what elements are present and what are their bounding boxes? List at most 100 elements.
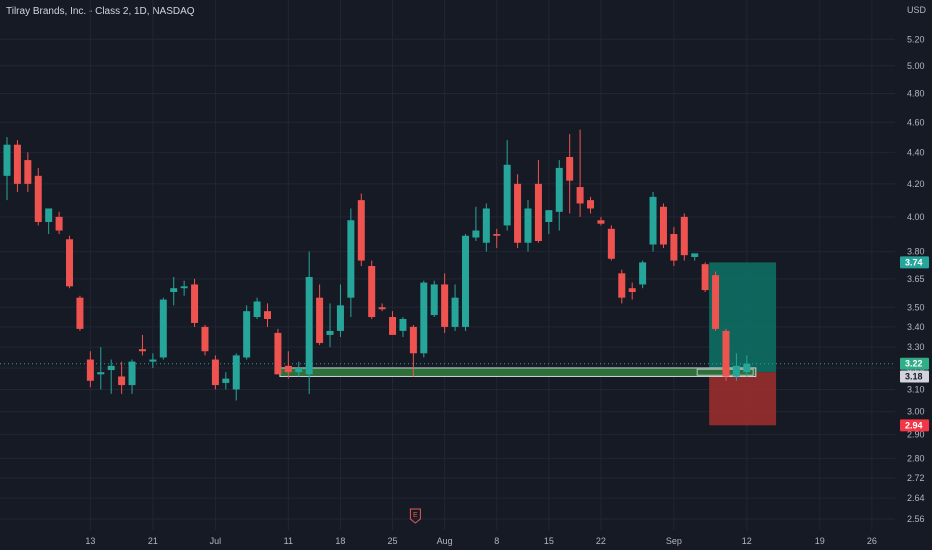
candle-body[interactable] [524, 208, 532, 243]
candle-body[interactable] [274, 332, 282, 375]
candle-body[interactable] [107, 365, 115, 371]
x-tick-label: Jul [210, 536, 222, 546]
candle-body[interactable] [503, 164, 511, 226]
candle-body[interactable] [587, 200, 595, 209]
y-tick-label: 4.20 [907, 179, 925, 189]
candle-body[interactable] [191, 284, 199, 323]
candle-body[interactable] [86, 359, 94, 381]
price-axis[interactable]: 5.20 5.00 4.80 4.60 4.40 4.20 4.00 3.80 3.65 3.50… [907, 34, 925, 524]
candle-body[interactable] [138, 349, 146, 352]
candle-body[interactable] [461, 235, 469, 327]
candle-body[interactable] [514, 183, 522, 243]
candle-body[interactable] [482, 208, 490, 243]
candle-body[interactable] [743, 363, 751, 373]
y-tick-label: 5.00 [907, 61, 925, 71]
symbol-title: Tilray Brands, Inc. - Class 2, 1D, NASDA… [6, 6, 195, 17]
candle-body[interactable] [284, 365, 292, 373]
candle-body[interactable] [670, 234, 678, 261]
candle-body[interactable] [607, 228, 615, 259]
candle-body[interactable] [264, 311, 271, 319]
candle-body[interactable] [441, 284, 449, 327]
last-price-badge: 3.22 [900, 357, 929, 370]
candle-body[interactable] [555, 167, 563, 212]
candle-body[interactable] [628, 288, 636, 292]
candle-body[interactable] [336, 305, 344, 331]
candle-body[interactable] [576, 187, 584, 204]
candle-body[interactable] [732, 365, 740, 377]
y-tick-label: 2.90 [907, 430, 925, 440]
candle-body[interactable] [597, 220, 605, 224]
y-tick-label: 4.60 [907, 117, 925, 127]
candle-body[interactable] [566, 156, 574, 181]
trade-zones [279, 262, 777, 426]
x-tick-label: 19 [815, 536, 825, 546]
x-tick-label: 18 [335, 536, 345, 546]
candle-body[interactable] [493, 234, 501, 236]
candle-body[interactable] [76, 297, 84, 329]
candle-body[interactable] [128, 361, 136, 386]
support-zone[interactable] [279, 367, 757, 377]
candle-body[interactable] [420, 282, 428, 354]
x-tick-label: Sep [666, 536, 682, 546]
candle-body[interactable] [399, 318, 407, 331]
profit-target-zone[interactable] [709, 262, 777, 373]
x-tick-label: 8 [494, 536, 499, 546]
candle-body[interactable] [368, 266, 376, 318]
candle-body[interactable] [545, 210, 553, 222]
candle-body[interactable] [180, 286, 188, 289]
candle-body[interactable] [170, 288, 178, 292]
candle-body[interactable] [149, 359, 157, 362]
candle-body[interactable] [722, 330, 730, 377]
candle-body[interactable] [253, 301, 261, 318]
candle-body[interactable] [534, 183, 542, 241]
y-tick-label: 4.40 [907, 147, 925, 157]
candle-body[interactable] [680, 216, 688, 256]
candle-body[interactable] [295, 367, 303, 373]
candle-body[interactable] [243, 311, 251, 358]
candle-body[interactable] [389, 317, 397, 335]
candle-body[interactable] [34, 175, 42, 222]
candle-body[interactable] [357, 200, 365, 261]
candle-body[interactable] [326, 330, 334, 335]
candle-body[interactable] [13, 144, 21, 184]
candle-body[interactable] [305, 277, 313, 375]
candle-body[interactable] [118, 376, 126, 386]
candle-body[interactable] [691, 253, 699, 257]
candle-body[interactable] [211, 359, 219, 386]
x-tick-label: Aug [437, 536, 453, 546]
candle-body[interactable] [472, 230, 480, 238]
candle-body[interactable] [347, 220, 355, 298]
candle-body[interactable] [159, 299, 167, 358]
y-tick-label: 3.80 [907, 247, 925, 257]
candle-body[interactable] [659, 206, 667, 245]
y-tick-label: 3.10 [907, 384, 925, 394]
candle-body[interactable] [430, 284, 438, 316]
y-tick-label: 3.40 [907, 322, 925, 332]
y-tick-label: 3.30 [907, 342, 925, 352]
earnings-marker[interactable]: E [409, 508, 421, 524]
candle-body[interactable] [222, 378, 230, 383]
candle-body[interactable] [451, 297, 459, 327]
candle-body[interactable] [66, 239, 74, 287]
y-tick-label: 5.20 [907, 34, 925, 44]
candle-body[interactable] [3, 144, 11, 176]
stop-loss-zone[interactable] [709, 372, 777, 426]
candle-body[interactable] [639, 262, 647, 285]
candle-body[interactable] [45, 208, 53, 222]
candle-body[interactable] [232, 355, 240, 390]
candle-body[interactable] [378, 307, 386, 310]
candle-body[interactable] [701, 264, 709, 291]
candle-body[interactable] [55, 216, 63, 231]
candle-body[interactable] [201, 326, 209, 352]
earnings-icon[interactable] [409, 508, 421, 524]
candle-body[interactable] [712, 275, 720, 329]
candle-body[interactable] [618, 273, 626, 298]
candle-body[interactable] [409, 326, 417, 354]
candle-body[interactable] [24, 160, 32, 184]
time-axis[interactable]: 13 21 Jul 11 18 25 Aug 8 15 22 Sep 12 19 26 [85, 536, 877, 546]
candle-body[interactable] [649, 196, 657, 245]
candle-body[interactable] [316, 297, 324, 344]
candle-body[interactable] [97, 372, 105, 375]
x-tick-label: 26 [867, 536, 877, 546]
